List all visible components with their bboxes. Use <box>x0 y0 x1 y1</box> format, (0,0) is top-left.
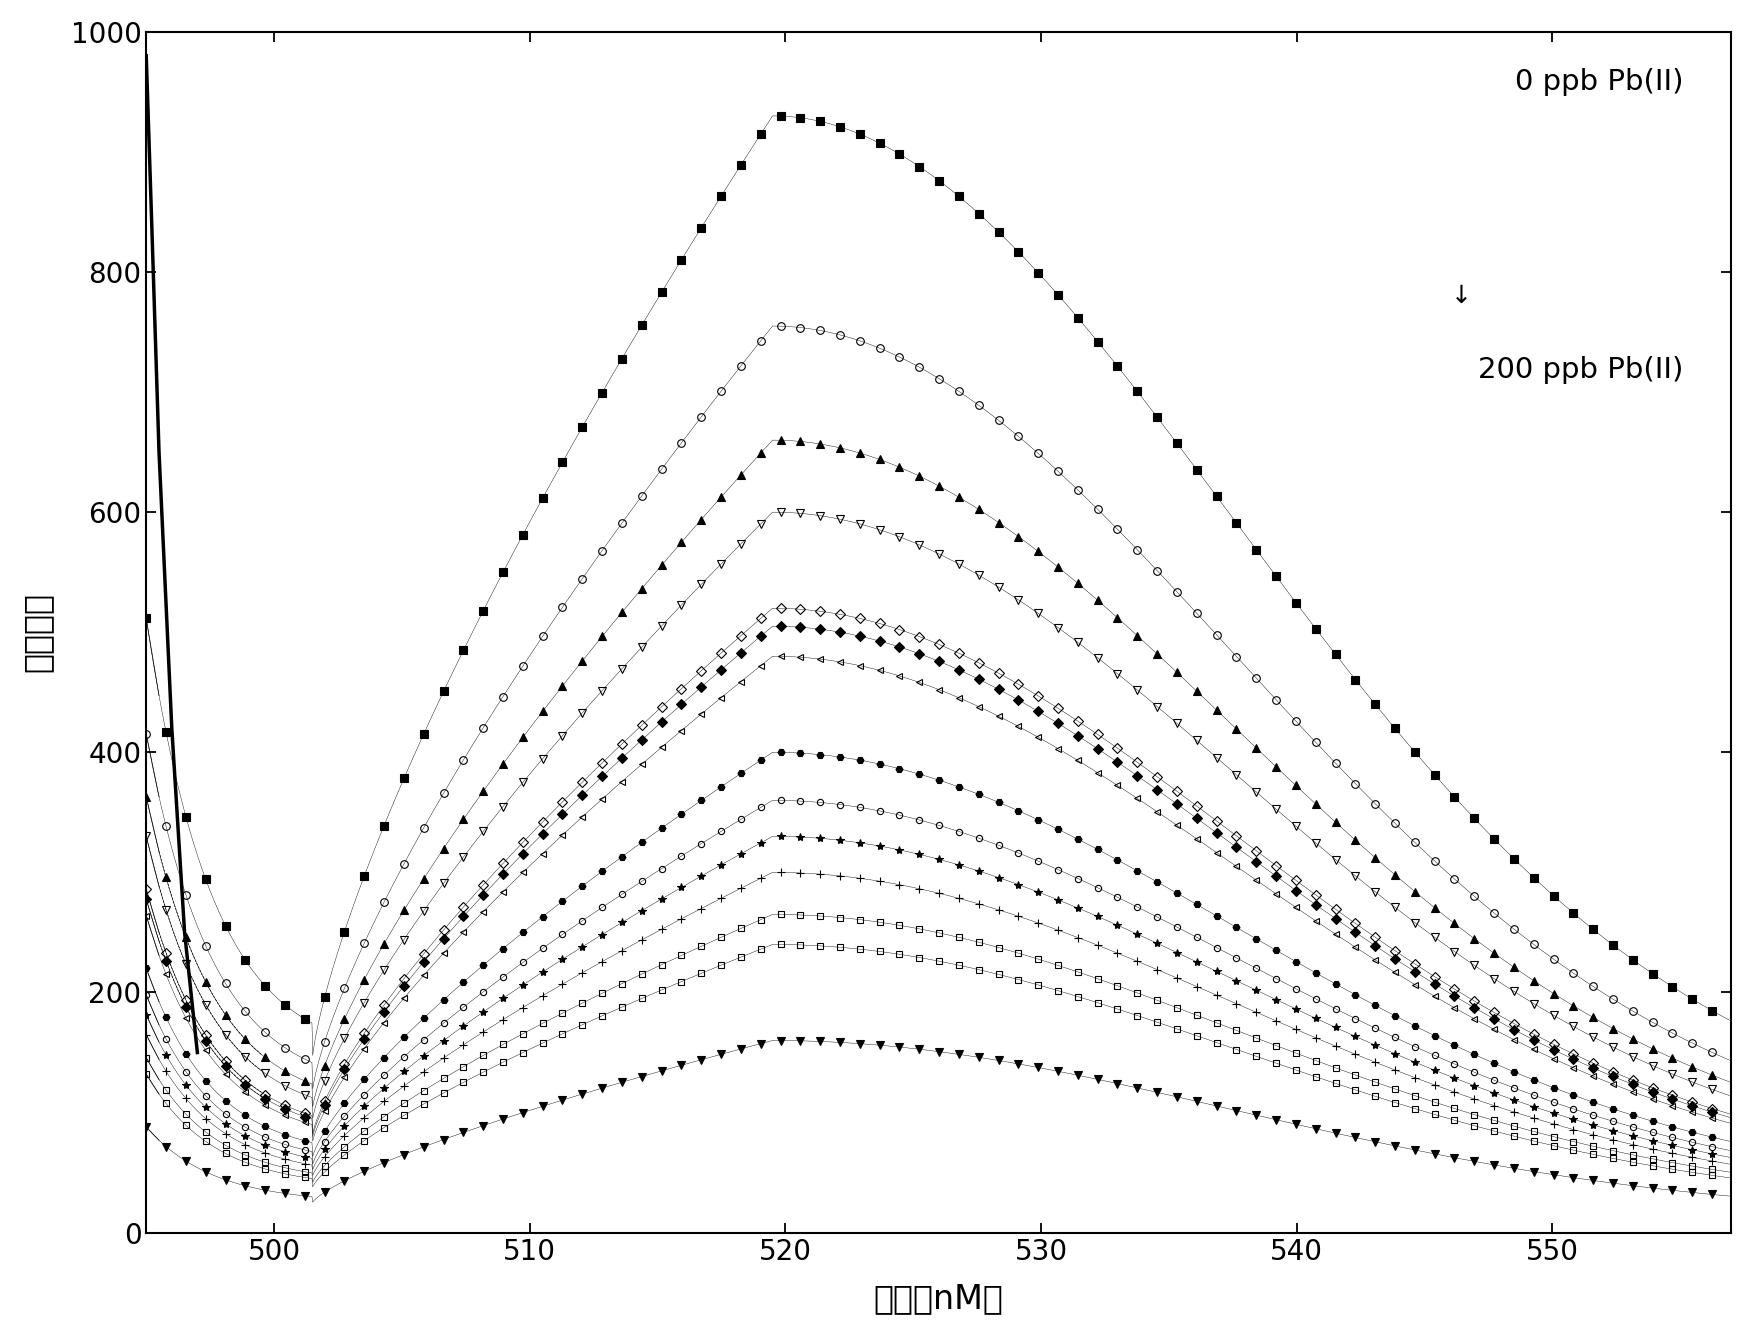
Text: $\downarrow$: $\downarrow$ <box>1445 285 1468 309</box>
Y-axis label: 荧光强度: 荧光强度 <box>21 592 54 672</box>
Text: 0 ppb Pb(II): 0 ppb Pb(II) <box>1515 68 1684 96</box>
X-axis label: 波长（nM）: 波长（nM） <box>874 1283 1004 1315</box>
Text: 200 ppb Pb(II): 200 ppb Pb(II) <box>1479 357 1684 383</box>
